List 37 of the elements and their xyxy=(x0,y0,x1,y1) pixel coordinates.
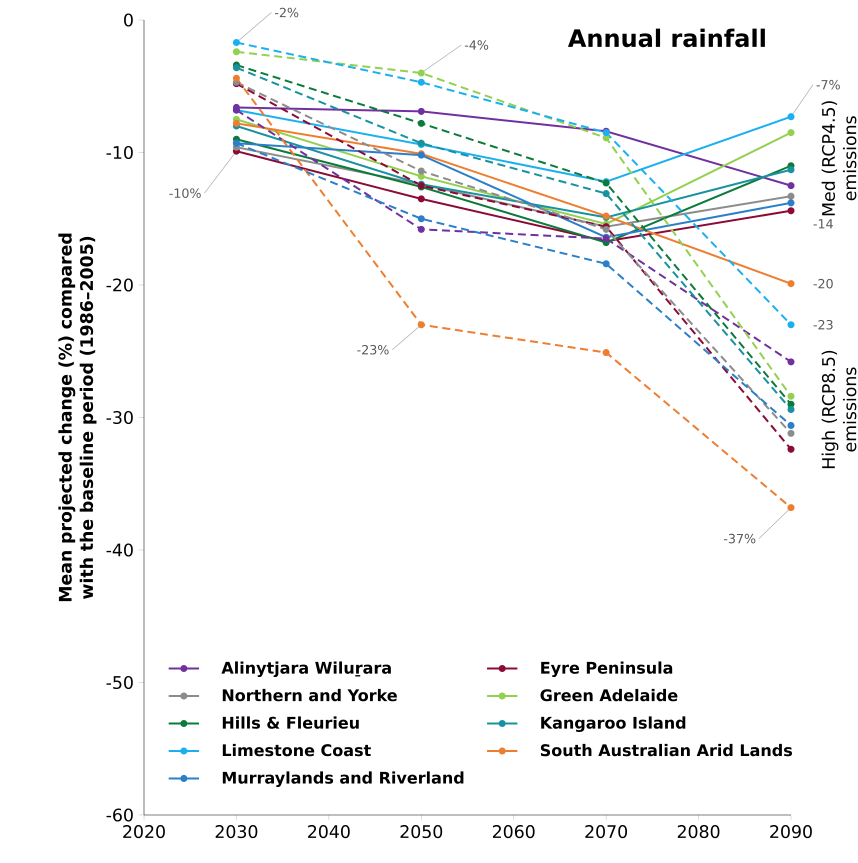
annotation: -10% xyxy=(169,188,201,198)
legend-label: Northern and Yorke xyxy=(222,688,397,702)
y-tick-label: -20 xyxy=(106,278,133,292)
y-tick-label: 0 xyxy=(124,13,133,27)
text: Med (RCP4.5) emissions xyxy=(822,101,856,216)
annotation: -7% xyxy=(816,80,840,90)
x-tick-label: 2070 xyxy=(585,825,628,838)
x-tick-label: 2040 xyxy=(308,825,350,838)
legend-label: South Australian Arid Lands xyxy=(540,744,792,756)
x-tick-label: 2020 xyxy=(123,825,165,838)
annotation: -20 xyxy=(814,278,833,288)
y-axis-title: Mean projected change (%) compared with the baseline period (1986–2005) xyxy=(58,234,96,602)
y-tick-label: -40 xyxy=(106,543,133,557)
x-tick-label: 2090 xyxy=(770,825,812,838)
annotation: -2% xyxy=(274,8,298,18)
annotation: -37% xyxy=(724,534,756,544)
x-tick-label: 2030 xyxy=(216,825,258,838)
text: High (RCP8.5) emissions xyxy=(822,350,856,468)
y-tick-label: -50 xyxy=(106,676,133,690)
y-tick-label: -60 xyxy=(106,808,133,822)
legend-label: Eyre Peninsula xyxy=(541,661,672,678)
legend-label: Alinytjara Wiluṟara xyxy=(221,661,391,678)
annotation: -4% xyxy=(464,40,488,50)
chart-title: Annual rainfall xyxy=(568,28,765,48)
legend-label: Kangaroo Island xyxy=(541,716,686,732)
legend-label: Green Adelaide xyxy=(540,688,678,702)
annotation: -14 xyxy=(814,219,833,228)
x-tick-label: 2050 xyxy=(400,825,442,838)
annotation: -23 xyxy=(814,320,833,330)
legend-label: Limestone Coast xyxy=(222,744,371,756)
x-tick-label: 2060 xyxy=(492,825,535,838)
x-tick-label: 2080 xyxy=(678,825,720,838)
legend-label: Murraylands and Riverland xyxy=(222,771,464,787)
annotation: -23% xyxy=(357,344,389,355)
y-tick-label: -10 xyxy=(106,146,133,160)
y-tick-label: -30 xyxy=(106,410,133,424)
legend-label: Hills & Fleurieu xyxy=(222,716,359,729)
